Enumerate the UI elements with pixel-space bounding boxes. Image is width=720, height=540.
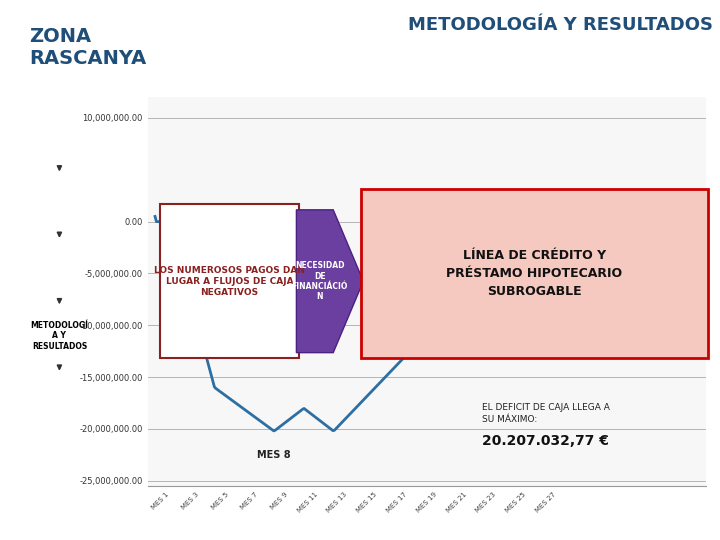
Text: ZONA
RASCANYA: ZONA RASCANYA — [29, 27, 146, 68]
Text: 20.207.032,77 €: 20.207.032,77 € — [482, 434, 609, 448]
Text: MES 8: MES 8 — [257, 450, 291, 460]
Text: NECESIDAD
DE
FINANCIÁCIÓ
N: NECESIDAD DE FINANCIÁCIÓ N — [292, 261, 348, 301]
FancyBboxPatch shape — [160, 204, 300, 359]
FancyArrow shape — [297, 210, 364, 353]
Text: EL DEFICIT DE CAJA LLEGA A
SU MÁXIMO:: EL DEFICIT DE CAJA LLEGA A SU MÁXIMO: — [482, 403, 611, 424]
Text: OBJETIVOS: OBJETIVOS — [36, 198, 83, 207]
Text: 5. ANÁLISIS DE FINANCIACIÓN: 5. ANÁLISIS DE FINANCIACIÓN — [359, 61, 595, 75]
FancyBboxPatch shape — [361, 188, 708, 359]
Text: REVISIÓN
TEÓRICA: REVISIÓN TEÓRICA — [39, 260, 80, 279]
Text: CONCLUSION
ES: CONCLUSION ES — [31, 393, 88, 411]
Text: METODOLOGÍA Y RESULTADOS: METODOLOGÍA Y RESULTADOS — [408, 16, 713, 34]
Text: LOS NUMEROSOS PAGOS DAN
LUGAR A FLUJOS DE CAJA
NEGATIVOS: LOS NUMEROSOS PAGOS DAN LUGAR A FLUJOS D… — [154, 266, 305, 297]
Text: LÍNEA DE CRÉDITO Y
PRÉSTAMO HIPOTECARIO
SUBROGABLE: LÍNEA DE CRÉDITO Y PRÉSTAMO HIPOTECARIO … — [446, 249, 623, 298]
Text: INTRODUCCIÓN: INTRODUCCIÓN — [26, 132, 93, 141]
Text: METODOLOGÍ
A Y
RESULTADOS: METODOLOGÍ A Y RESULTADOS — [30, 321, 89, 350]
